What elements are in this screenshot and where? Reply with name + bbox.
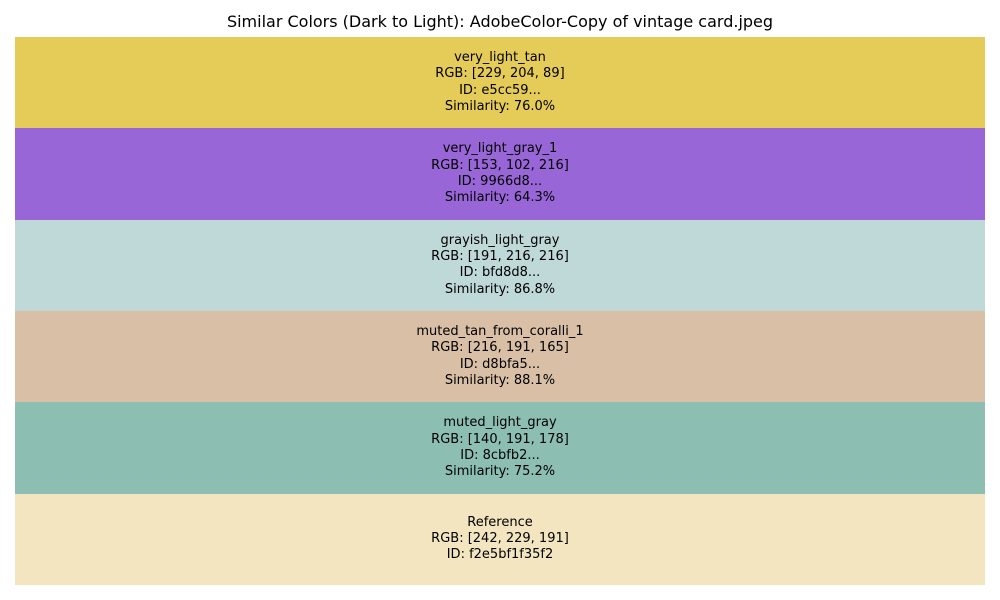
swatch-label: muted_light_gray RGB: [140, 191, 178] ID: … xyxy=(431,415,569,480)
swatch-name: very_light_gray_1 xyxy=(442,141,558,157)
swatch-name: muted_light_gray xyxy=(443,415,557,431)
color-swatch-0: very_light_tan RGB: [229, 204, 89] ID: e5c… xyxy=(15,37,985,129)
swatch-rgb: RGB: [242, 229, 191] xyxy=(431,531,569,547)
swatch-id: ID: e5cc59... xyxy=(459,82,541,98)
swatch-name: grayish_light_gray xyxy=(440,232,560,248)
swatch-rgb: RGB: [216, 191, 165] xyxy=(431,340,569,356)
color-swatch-5: Reference RGB: [242, 229, 191] ID: f2e5bf1… xyxy=(15,493,985,585)
swatch-similarity: Similarity: 88.1% xyxy=(444,372,556,388)
swatch-similarity: Similarity: 76.0% xyxy=(444,98,556,114)
swatch-label: muted_tan_from_coralli_1 RGB: [216, 191, … xyxy=(416,324,583,389)
color-swatch-1: very_light_gray_1 RGB: [153, 102, 216] ID:… xyxy=(15,128,985,220)
swatch-name: Reference xyxy=(467,514,533,530)
chart-title: Similar Colors (Dark to Light): AdobeCol… xyxy=(226,12,774,31)
swatch-id: ID: d8bfa5... xyxy=(459,356,541,372)
swatch-label: grayish_light_gray RGB: [191, 216, 216] ID… xyxy=(431,233,569,298)
swatch-rgb: RGB: [153, 102, 216] xyxy=(431,157,569,173)
swatch-id: ID: f2e5bf1f35f2 xyxy=(446,547,554,563)
swatch-similarity: Similarity: 86.8% xyxy=(444,281,556,297)
color-swatch-3: muted_tan_from_coralli_1 RGB: [216, 191, … xyxy=(15,311,985,403)
swatch-label: very_light_tan RGB: [229, 204, 89] ID: e5c… xyxy=(435,50,564,115)
color-swatch-4: muted_light_gray RGB: [140, 191, 178] ID: … xyxy=(15,402,985,494)
swatch-name: very_light_tan xyxy=(454,50,546,66)
swatch-similarity: Similarity: 75.2% xyxy=(444,464,556,480)
swatch-id: ID: bfd8d8... xyxy=(459,265,541,281)
color-swatch-stack: very_light_tan RGB: [229, 204, 89] ID: e5c… xyxy=(15,37,985,585)
swatch-rgb: RGB: [140, 191, 178] xyxy=(431,431,569,447)
color-swatch-2: grayish_light_gray RGB: [191, 216, 216] ID… xyxy=(15,219,985,311)
swatch-id: ID: 8cbfb2... xyxy=(460,447,540,463)
swatch-name: muted_tan_from_coralli_1 xyxy=(416,324,584,340)
swatch-rgb: RGB: [229, 204, 89] xyxy=(435,66,565,82)
swatch-similarity: Similarity: 64.3% xyxy=(444,190,556,206)
swatch-id: ID: 9966d8... xyxy=(457,173,543,189)
swatch-rgb: RGB: [191, 216, 216] xyxy=(431,249,569,265)
swatch-label: Reference RGB: [242, 229, 191] ID: f2e5bf1… xyxy=(431,515,569,564)
swatch-label: very_light_gray_1 RGB: [153, 102, 216] ID:… xyxy=(431,141,569,206)
